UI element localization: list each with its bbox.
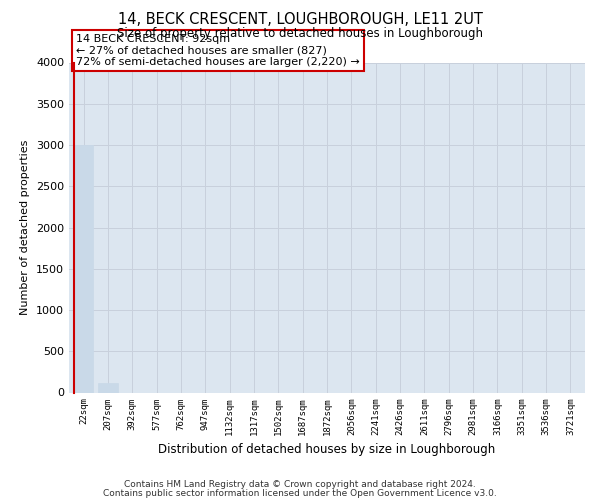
Bar bbox=[98, 384, 118, 392]
Bar bbox=[74, 145, 94, 392]
Text: 14, BECK CRESCENT, LOUGHBOROUGH, LE11 2UT: 14, BECK CRESCENT, LOUGHBOROUGH, LE11 2U… bbox=[118, 12, 482, 28]
Y-axis label: Number of detached properties: Number of detached properties bbox=[20, 140, 31, 315]
Text: 14 BECK CRESCENT: 92sqm
← 27% of detached houses are smaller (827)
72% of semi-d: 14 BECK CRESCENT: 92sqm ← 27% of detache… bbox=[76, 34, 360, 67]
X-axis label: Distribution of detached houses by size in Loughborough: Distribution of detached houses by size … bbox=[158, 444, 496, 456]
Text: Size of property relative to detached houses in Loughborough: Size of property relative to detached ho… bbox=[117, 28, 483, 40]
Text: Contains HM Land Registry data © Crown copyright and database right 2024.: Contains HM Land Registry data © Crown c… bbox=[124, 480, 476, 489]
Text: Contains public sector information licensed under the Open Government Licence v3: Contains public sector information licen… bbox=[103, 488, 497, 498]
